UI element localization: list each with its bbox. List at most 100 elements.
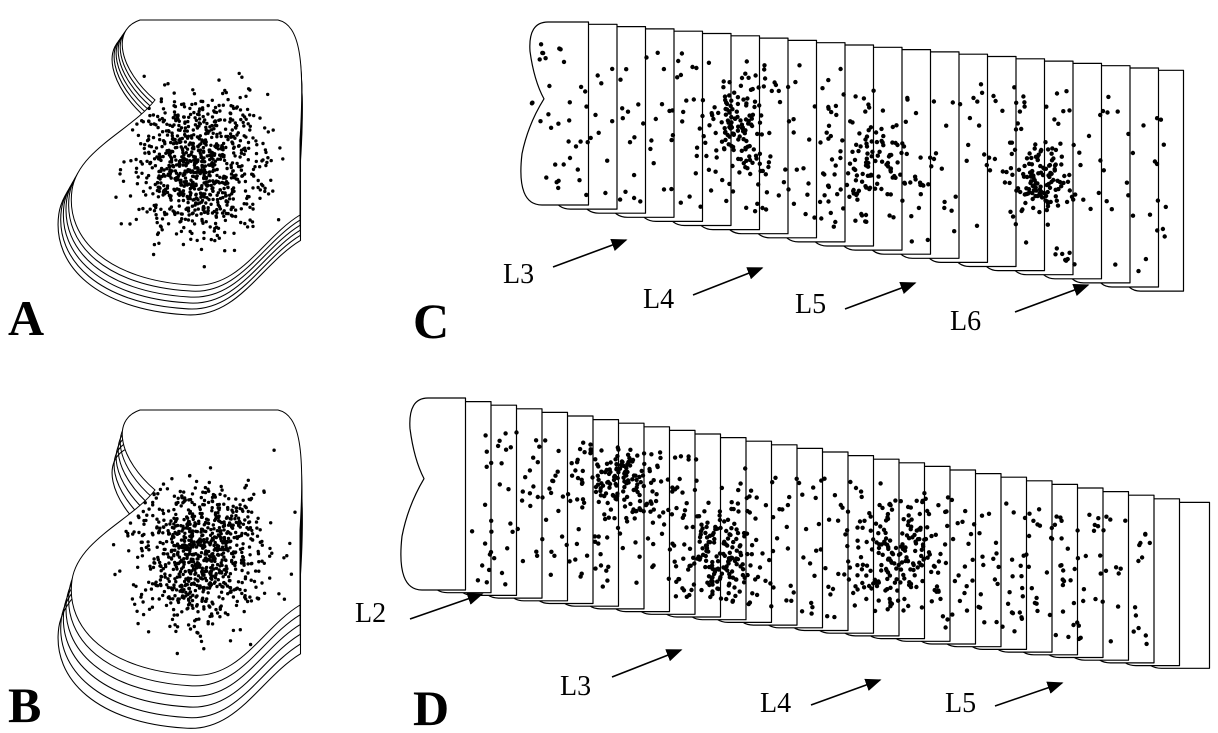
cell-dot (258, 197, 261, 200)
cell-dot (197, 565, 200, 568)
cell-dot (257, 179, 260, 182)
cell-dot (632, 135, 636, 139)
cell-dot (750, 552, 754, 556)
cell-dot (210, 566, 213, 569)
cell-dot (232, 505, 235, 508)
cell-dot (593, 113, 597, 117)
cell-dot (994, 620, 998, 624)
cell-dot (972, 522, 976, 526)
cell-dot (200, 184, 203, 187)
cell-dot (135, 610, 138, 613)
cell-dot (180, 145, 183, 148)
cell-dot (714, 554, 718, 558)
cell-dot (748, 600, 752, 604)
cell-dot (234, 497, 237, 500)
cell-dot (220, 591, 223, 594)
cell-dot (729, 104, 733, 108)
cell-dot (202, 647, 205, 650)
cell-dot (188, 587, 191, 590)
cell-dot (628, 448, 632, 452)
cell-dot (191, 558, 194, 561)
cell-dot (888, 573, 892, 577)
cell-dot (1034, 596, 1038, 600)
cell-dot (182, 172, 185, 175)
cell-dot (637, 555, 641, 559)
cell-dot (991, 94, 995, 98)
cell-dot (122, 180, 125, 183)
cell-dot (176, 211, 179, 214)
cell-dot (217, 180, 220, 183)
cell-dot (1001, 169, 1005, 173)
cell-dot (528, 504, 532, 508)
cell-dot (945, 617, 949, 621)
cell-dot (765, 190, 769, 194)
cell-dot (205, 220, 208, 223)
cell-dot (760, 206, 764, 210)
cell-dot (1027, 534, 1031, 538)
cell-dot (1014, 127, 1018, 131)
cell-dot (1029, 156, 1033, 160)
cell-dot (235, 544, 238, 547)
cell-dot (144, 588, 147, 591)
cell-dot (674, 564, 678, 568)
cell-dot (602, 512, 606, 516)
cell-dot (155, 526, 158, 529)
cell-dot (139, 142, 142, 145)
cell-dot (151, 192, 154, 195)
cell-dot (128, 222, 131, 225)
cell-dot (206, 132, 209, 135)
cell-dot (795, 477, 799, 481)
cell-dot (200, 534, 203, 537)
cell-dot (266, 156, 269, 159)
cell-dot (612, 516, 616, 520)
cell-dot (186, 129, 189, 132)
cell-dot (1114, 565, 1118, 569)
cell-dot (212, 523, 215, 526)
cell-dot (715, 580, 719, 584)
cell-dot (509, 445, 513, 449)
cell-dot (736, 509, 740, 513)
cell-dot (223, 249, 226, 252)
cell-dot (539, 42, 543, 46)
cell-dot (729, 99, 733, 103)
cell-dot (846, 559, 850, 563)
cell-dot (853, 219, 857, 223)
cell-dot (739, 84, 743, 88)
cell-dot (556, 509, 560, 513)
cell-dot (216, 611, 219, 614)
cell-dot (1050, 526, 1054, 530)
cell-dot (192, 553, 195, 556)
cell-dot (662, 67, 666, 71)
cell-dot (835, 192, 839, 196)
cell-dot (158, 529, 161, 532)
arrow (693, 268, 762, 295)
cell-dot (241, 547, 244, 550)
cell-dot (217, 506, 220, 509)
cell-dot (268, 576, 271, 579)
cell-dot (259, 528, 262, 531)
cell-dot (919, 554, 923, 558)
drawings (58, 20, 1209, 728)
cell-dot (918, 155, 922, 159)
cell-dot (204, 183, 207, 186)
cell-dot (271, 189, 274, 192)
cell-dot (1110, 207, 1114, 211)
cell-dot (729, 507, 733, 511)
cell-dot (224, 559, 227, 562)
cell-dot (234, 568, 237, 571)
cell-dot (213, 229, 216, 232)
cell-dot (586, 140, 590, 144)
cell-dot (246, 225, 249, 228)
cell-dot (263, 126, 266, 129)
cell-dot (726, 559, 730, 563)
segment-label: L3 (560, 671, 591, 702)
cell-dot (534, 438, 538, 442)
cell-dot (159, 578, 162, 581)
cell-dot (718, 509, 722, 513)
cell-dot (193, 619, 196, 622)
cell-dot (162, 107, 165, 110)
cell-dot (200, 212, 203, 215)
cell-dot (224, 542, 227, 545)
cell-dot (855, 198, 859, 202)
